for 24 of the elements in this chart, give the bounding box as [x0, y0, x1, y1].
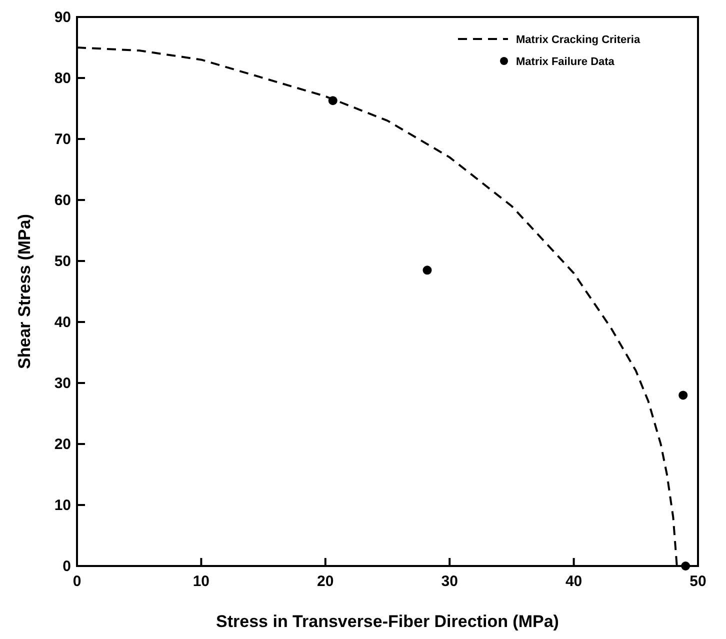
- y-tick-label: 90: [54, 9, 71, 26]
- y-tick-label: 0: [62, 558, 71, 575]
- x-tick-label: 40: [565, 573, 582, 590]
- point: [422, 266, 432, 275]
- legend-label: Matrix Cracking Criteria: [516, 34, 641, 46]
- legend-label: Matrix Failure Data: [516, 56, 616, 68]
- y-tick-label: 50: [54, 253, 71, 270]
- y-tick-label: 10: [54, 497, 71, 514]
- x-tick-label: 0: [72, 573, 82, 590]
- y-tick-label: 70: [54, 131, 71, 148]
- x-tick-label: 10: [192, 573, 210, 590]
- point: [681, 562, 690, 570]
- y-axis-title: Shear Stress (MPa): [15, 214, 34, 369]
- y-tick-label: 80: [54, 70, 71, 87]
- y-tick-label: 40: [54, 314, 71, 331]
- y-tick-label: 20: [54, 436, 71, 453]
- x-tick-label: 20: [317, 573, 334, 590]
- y-tick-label: 60: [54, 192, 71, 209]
- point: [328, 96, 338, 106]
- x-tick-label: 30: [441, 573, 458, 590]
- x-tick-label: 50: [690, 573, 706, 590]
- x-axis-title: Stress in Transverse-Fiber Direction (MPa): [216, 612, 559, 631]
- point: [678, 390, 688, 400]
- y-tick-label: 30: [54, 375, 71, 392]
